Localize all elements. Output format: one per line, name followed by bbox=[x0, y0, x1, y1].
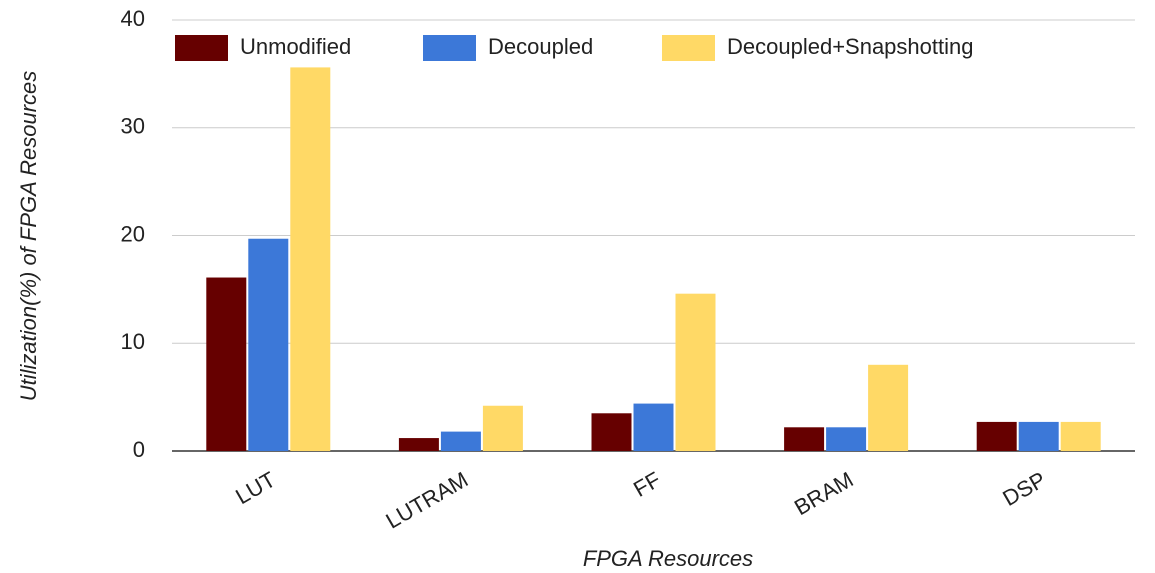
y-tick-label: 30 bbox=[121, 114, 145, 139]
y-tick-label: 0 bbox=[133, 437, 145, 462]
bar bbox=[826, 427, 867, 451]
bar bbox=[1018, 421, 1059, 451]
legend-swatch bbox=[423, 35, 476, 61]
bar bbox=[482, 405, 523, 451]
bar bbox=[784, 427, 825, 451]
bar bbox=[248, 238, 289, 451]
bar bbox=[976, 421, 1017, 451]
x-tick-label: LUT bbox=[231, 467, 279, 509]
bar bbox=[1060, 421, 1101, 451]
bar bbox=[591, 413, 632, 451]
legend-label: Decoupled+Snapshotting bbox=[727, 34, 973, 59]
x-tick-label: DSP bbox=[998, 467, 1050, 511]
x-tick-label: LUTRAM bbox=[381, 467, 472, 534]
y-tick-label: 40 bbox=[121, 6, 145, 31]
y-tick-label: 10 bbox=[121, 329, 145, 354]
y-tick-label: 20 bbox=[121, 221, 145, 246]
bar bbox=[633, 403, 674, 451]
legend-label: Unmodified bbox=[240, 34, 351, 59]
x-tick-label: BRAM bbox=[790, 467, 858, 520]
bar bbox=[206, 277, 247, 451]
bar bbox=[440, 431, 481, 451]
x-axis-title: FPGA Resources bbox=[583, 546, 753, 571]
bar bbox=[398, 438, 439, 451]
bar bbox=[868, 364, 909, 451]
x-tick-label: FF bbox=[629, 467, 665, 502]
legend-swatch bbox=[662, 35, 715, 61]
bar bbox=[290, 67, 331, 451]
legend-swatch bbox=[175, 35, 228, 61]
legend-label: Decoupled bbox=[488, 34, 593, 59]
bar bbox=[675, 293, 716, 451]
y-axis-title: Utilization(%) of FPGA Resources bbox=[16, 71, 41, 402]
